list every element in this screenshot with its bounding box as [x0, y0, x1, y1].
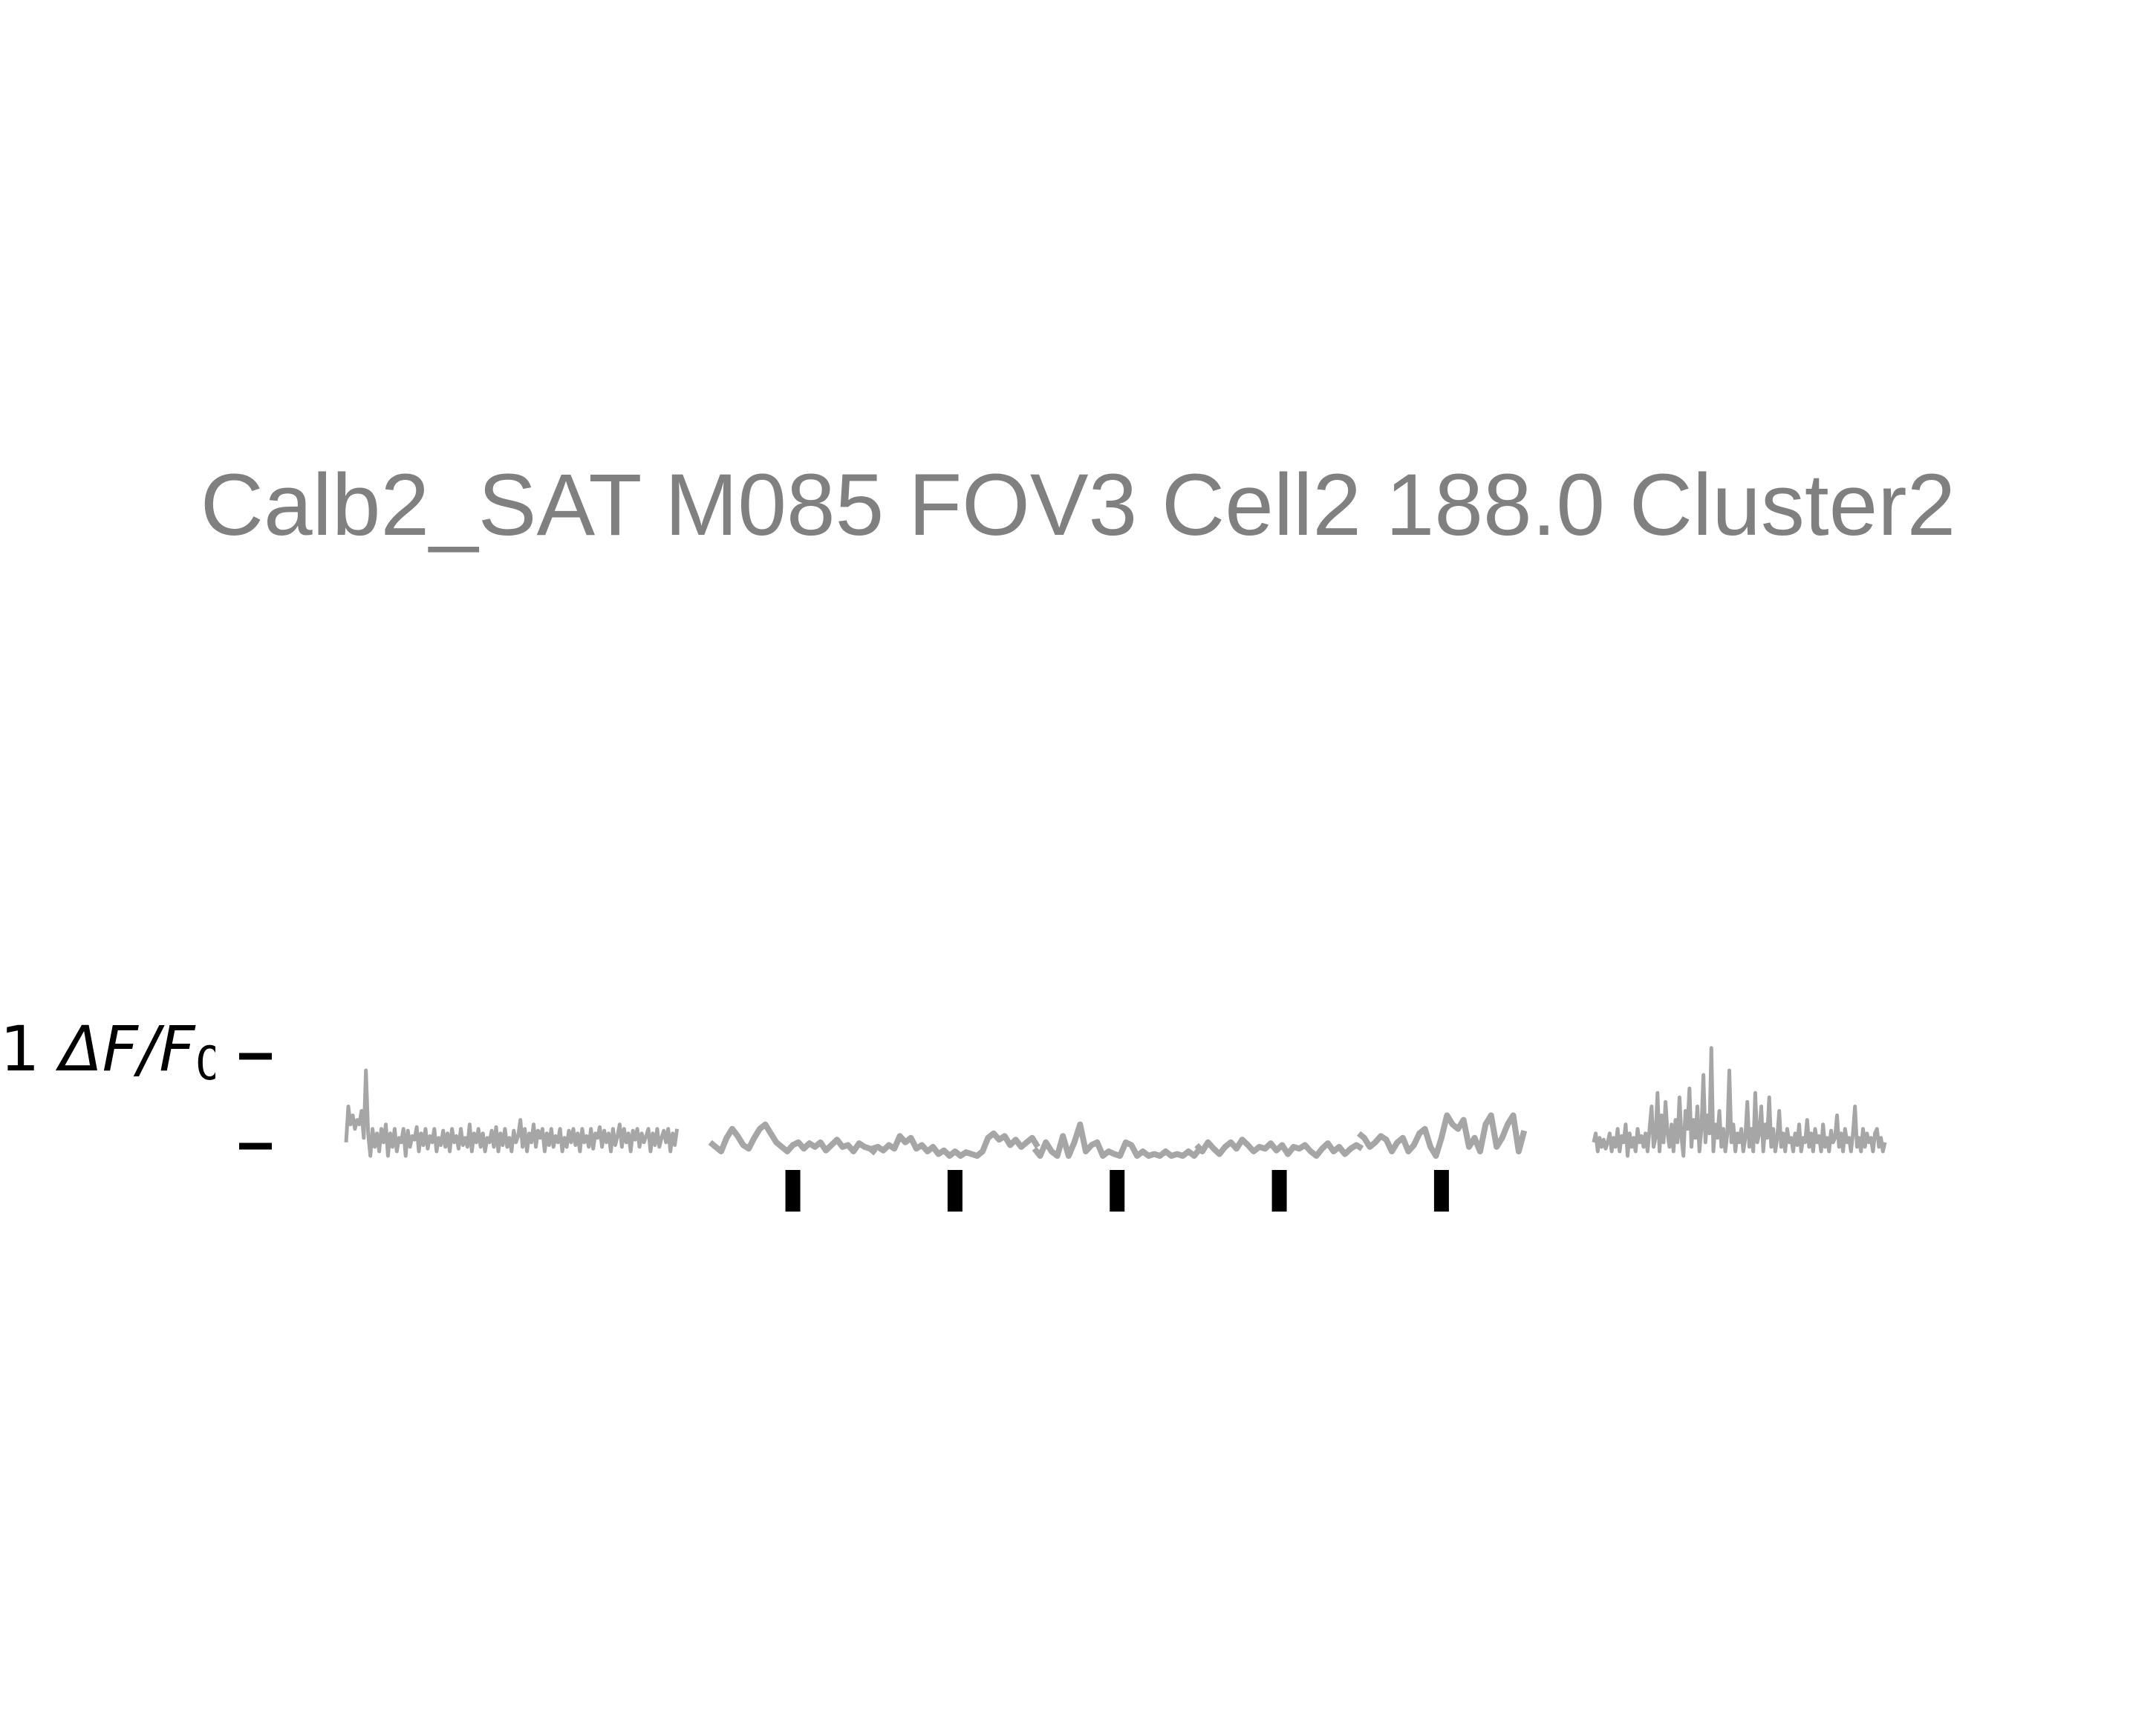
trace-stim-4 — [1194, 1137, 1364, 1159]
trace-stim-2 — [871, 1130, 1040, 1159]
scale-bar-label-main: ΔF/F — [59, 1012, 195, 1085]
scale-bar-label-prefix: 1 — [0, 1012, 60, 1085]
trace-stim-3 — [1032, 1121, 1202, 1159]
scale-bar — [239, 1053, 272, 1150]
scale-bar-label: 1 ΔF/F0 — [0, 1012, 215, 1086]
stimulus-markers — [785, 1170, 1449, 1212]
trace-post — [1592, 1046, 1887, 1158]
scale-bar-label-sub: 0 — [195, 1036, 215, 1087]
stimulus-marker-3 — [1110, 1170, 1125, 1212]
chart-title: Calb2_SAT M085 FOV3 Cell2 188.0 Cluster2 — [200, 456, 1956, 554]
traces — [344, 1046, 1887, 1159]
trace-stim-1 — [708, 1121, 878, 1156]
stimulus-marker-5 — [1433, 1170, 1449, 1212]
stimulus-marker-1 — [785, 1170, 801, 1212]
trace-baseline — [344, 1068, 680, 1158]
trace-stim-5 — [1356, 1112, 1528, 1159]
stimulus-marker-4 — [1271, 1170, 1287, 1212]
stimulus-marker-2 — [947, 1170, 963, 1212]
